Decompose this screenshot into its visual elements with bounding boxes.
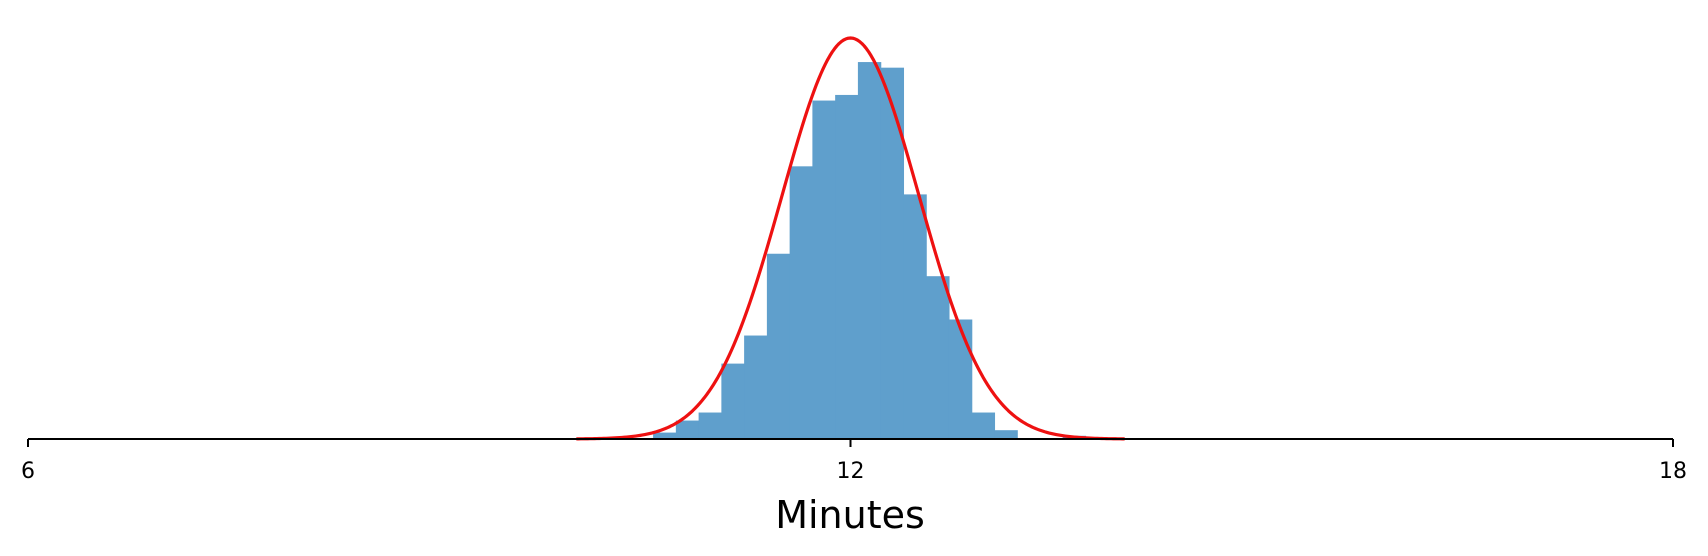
histogram-bar [971, 412, 996, 439]
x-tick-label: 6 [21, 459, 35, 484]
x-axis-title: Minutes [775, 493, 925, 537]
histogram-bar [744, 335, 768, 439]
histogram-bar [835, 94, 859, 439]
histogram-bar [880, 67, 905, 440]
histogram-bar [857, 62, 882, 440]
histogram-bar [721, 363, 745, 439]
normal-distribution-curve [576, 36, 1125, 441]
histogram-bar [903, 194, 927, 439]
histogram-bar [994, 430, 1018, 439]
histogram-bar [766, 253, 791, 439]
x-axis-ticks: 6 12 18 [21, 439, 1687, 484]
histogram-bars [653, 62, 1087, 440]
histogram-bar [926, 276, 950, 439]
x-tick-label: 12 [837, 459, 865, 484]
histogram-bar [653, 432, 677, 439]
histogram-bar [698, 412, 722, 439]
normal-curve-layer [576, 36, 1125, 441]
histogram-bar [789, 166, 813, 439]
histogram-bar [812, 100, 836, 439]
histogram-bar [948, 319, 973, 439]
histogram-bar [675, 420, 700, 439]
x-tick-label: 18 [1659, 459, 1687, 484]
